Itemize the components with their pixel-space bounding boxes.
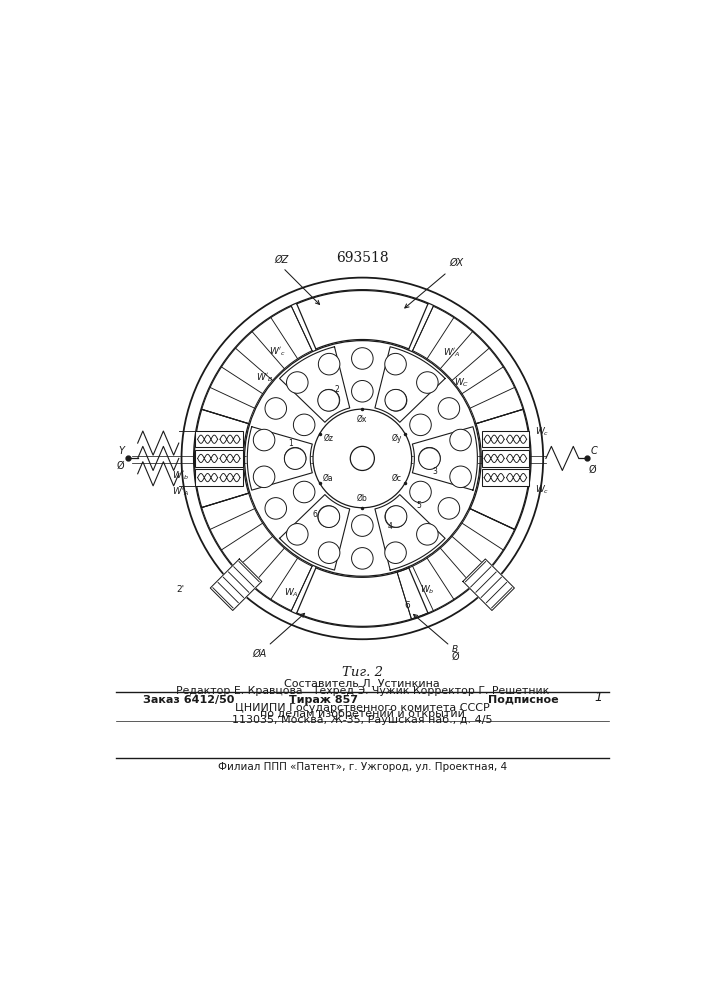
Circle shape: [318, 390, 339, 411]
Text: 3: 3: [432, 467, 437, 476]
Text: $W'_b$: $W'_b$: [172, 470, 189, 482]
Bar: [195, 431, 243, 447]
Circle shape: [265, 498, 286, 519]
Bar: [195, 469, 243, 486]
Circle shape: [438, 498, 460, 519]
Text: $W'_c$: $W'_c$: [269, 345, 286, 358]
Text: Øc: Øc: [392, 474, 402, 483]
Text: $W_b$: $W_b$: [420, 584, 434, 596]
Polygon shape: [375, 347, 445, 422]
Circle shape: [385, 542, 407, 563]
Text: Y: Y: [119, 446, 124, 456]
Circle shape: [318, 506, 339, 527]
Circle shape: [286, 372, 308, 393]
Text: Ø: Ø: [117, 461, 124, 471]
Text: 2': 2': [176, 585, 185, 594]
Circle shape: [450, 466, 472, 488]
Circle shape: [318, 506, 339, 527]
Text: $W_c$: $W_c$: [535, 426, 550, 438]
Text: Øy: Øy: [391, 434, 402, 443]
Circle shape: [419, 448, 440, 469]
Text: Øb: Øb: [357, 493, 368, 502]
Text: Ø: Ø: [588, 465, 596, 475]
Text: Заказ 6412/50: Заказ 6412/50: [144, 695, 235, 705]
Circle shape: [416, 524, 438, 545]
Circle shape: [419, 447, 440, 469]
Circle shape: [253, 466, 275, 488]
Text: 6: 6: [404, 601, 410, 610]
Circle shape: [351, 548, 373, 569]
Bar: [195, 450, 243, 467]
Circle shape: [450, 429, 472, 451]
Text: C: C: [590, 446, 597, 456]
Circle shape: [410, 414, 431, 436]
Circle shape: [416, 372, 438, 393]
Circle shape: [293, 481, 315, 503]
Circle shape: [351, 348, 373, 369]
Circle shape: [265, 398, 286, 419]
Text: Редактор Е. Кравцова   Техред Э. Чужик Корректор Г. Решетник: Редактор Е. Кравцова Техред Э. Чужик Кор…: [176, 686, 549, 696]
Circle shape: [385, 506, 407, 527]
Text: 1: 1: [288, 439, 293, 448]
Circle shape: [438, 398, 460, 419]
Circle shape: [313, 409, 411, 508]
Text: $W_C$: $W_C$: [455, 377, 469, 389]
Text: $W'_A$: $W'_A$: [172, 485, 189, 498]
Text: Øx: Øx: [357, 414, 368, 423]
Circle shape: [318, 353, 340, 375]
Circle shape: [284, 447, 306, 469]
Text: ØA: ØA: [252, 649, 267, 659]
Text: 5: 5: [416, 501, 421, 510]
Circle shape: [350, 446, 375, 470]
Polygon shape: [247, 427, 312, 490]
Polygon shape: [210, 559, 262, 610]
Text: 693518: 693518: [336, 251, 389, 265]
Text: 6: 6: [312, 510, 317, 519]
Circle shape: [284, 448, 306, 469]
Text: 1: 1: [594, 691, 602, 704]
Text: Øz: Øz: [323, 434, 333, 443]
Text: Ø: Ø: [452, 652, 460, 662]
Polygon shape: [412, 427, 477, 490]
Text: 113035, Москва, Ж-35, Раушская наб., д. 4/5: 113035, Москва, Ж-35, Раушская наб., д. …: [232, 715, 493, 725]
Text: B: B: [452, 645, 457, 654]
Bar: [481, 431, 530, 447]
Text: $W_A$: $W_A$: [284, 586, 298, 599]
Text: Подписное: Подписное: [489, 695, 559, 705]
Text: $-$Ø: $-$Ø: [457, 426, 473, 438]
Bar: [481, 469, 530, 486]
Polygon shape: [463, 559, 515, 610]
Text: ØZ: ØZ: [274, 254, 288, 264]
Circle shape: [318, 389, 339, 411]
Text: Τиг. 2: Τиг. 2: [342, 666, 382, 679]
Text: Составитель Л. Устинкина: Составитель Л. Устинкина: [284, 679, 440, 689]
Text: ØX: ØX: [449, 258, 463, 268]
Text: $W'_A$: $W'_A$: [443, 347, 460, 359]
Text: 4: 4: [387, 522, 392, 531]
Circle shape: [385, 390, 407, 411]
Polygon shape: [279, 347, 350, 422]
Text: $W'_B$: $W'_B$: [256, 371, 274, 384]
Text: по делам изобретений и открытий: по делам изобретений и открытий: [260, 709, 464, 719]
Circle shape: [318, 542, 340, 563]
Text: $W_c$: $W_c$: [535, 484, 550, 496]
Circle shape: [385, 389, 407, 411]
Circle shape: [351, 515, 373, 536]
Polygon shape: [279, 495, 350, 570]
Circle shape: [385, 353, 407, 375]
Bar: [481, 450, 530, 467]
Text: Øa: Øa: [323, 474, 334, 483]
Text: ЦНИИПИ Государственного комитета СССР: ЦНИИПИ Государственного комитета СССР: [235, 703, 490, 713]
Text: Филиал ППП «Патент», г. Ужгород, ул. Проектная, 4: Филиал ППП «Патент», г. Ужгород, ул. Про…: [218, 762, 507, 772]
Circle shape: [253, 429, 275, 451]
Text: Тираж 857: Тираж 857: [289, 695, 358, 705]
Circle shape: [351, 380, 373, 402]
Circle shape: [385, 506, 407, 527]
Text: 2: 2: [335, 385, 339, 394]
Polygon shape: [375, 495, 445, 570]
Circle shape: [410, 481, 431, 503]
Text: $+$Ø: $+$Ø: [457, 479, 473, 490]
Circle shape: [286, 524, 308, 545]
Circle shape: [293, 414, 315, 436]
